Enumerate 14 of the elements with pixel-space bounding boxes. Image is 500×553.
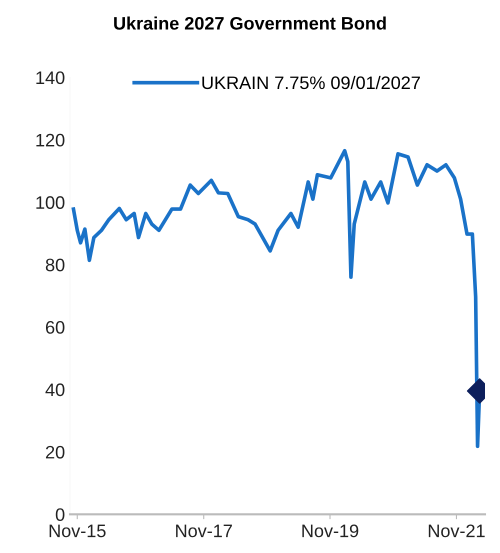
x-tick-label: Nov-15 — [50, 524, 106, 538]
y-tick-label: 0 — [56, 508, 64, 522]
y-tick-label: 60 — [46, 320, 64, 334]
x-tick-label: Nov-17 — [176, 524, 232, 538]
y-tick-label: 20 — [46, 446, 64, 459]
y-tick-label: 40 — [45, 383, 64, 396]
legend-label: UKRAIN 7.75% 09/01/2027 — [202, 76, 420, 90]
y-tick-label: 120 — [36, 134, 64, 147]
x-tick-label: Nov-19 — [302, 524, 358, 538]
x-tick-label: Nov-21 — [428, 524, 485, 538]
y-tick-label: 100 — [36, 196, 64, 209]
y-tick-label: 80 — [46, 258, 64, 272]
chart-title: Ukraine 2027 Government Bond — [114, 16, 386, 30]
y-tick-label: 140 — [36, 71, 64, 84]
